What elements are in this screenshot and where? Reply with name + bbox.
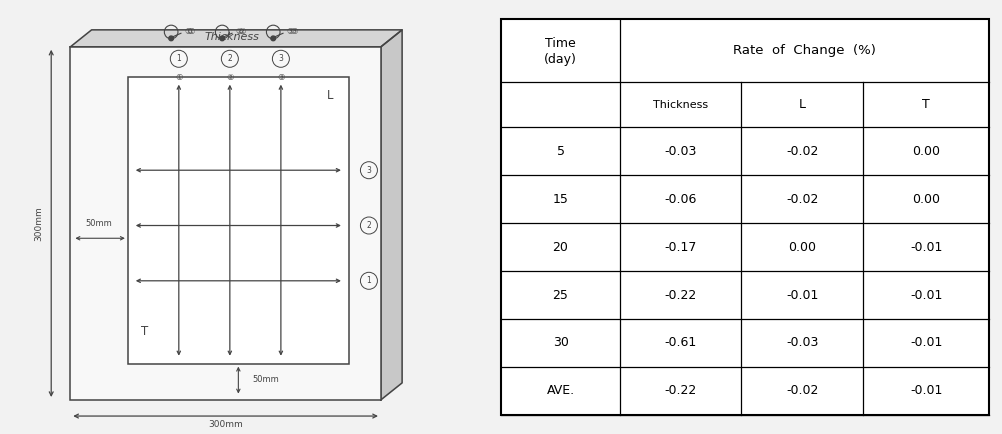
- Text: 5: 5: [556, 145, 564, 158]
- Text: L: L: [327, 89, 333, 102]
- Text: ①: ①: [184, 27, 192, 36]
- Text: 300mm: 300mm: [208, 420, 242, 429]
- Text: 50mm: 50mm: [86, 219, 112, 228]
- Text: ③: ③: [287, 27, 294, 36]
- Text: ③: ③: [278, 73, 285, 82]
- Text: 20: 20: [553, 240, 568, 253]
- Text: 2: 2: [227, 54, 232, 63]
- Text: 300mm: 300mm: [34, 206, 43, 241]
- Text: ③: ③: [290, 27, 298, 36]
- Text: -0.03: -0.03: [786, 336, 819, 349]
- Text: -0.01: -0.01: [786, 289, 819, 302]
- Text: ②: ②: [238, 27, 246, 36]
- Text: 0.00: 0.00: [912, 145, 940, 158]
- Text: L: L: [799, 99, 806, 111]
- Text: ②: ②: [226, 73, 233, 82]
- Text: -0.03: -0.03: [664, 145, 697, 158]
- Text: -0.06: -0.06: [664, 193, 697, 206]
- Text: -0.02: -0.02: [786, 385, 819, 398]
- Text: ②: ②: [235, 27, 242, 36]
- Text: Thickness: Thickness: [653, 100, 708, 110]
- Text: T: T: [922, 99, 930, 111]
- Text: 2: 2: [367, 221, 372, 230]
- Text: 50mm: 50mm: [253, 375, 280, 384]
- Bar: [128, 77, 349, 364]
- Text: ①: ①: [187, 27, 195, 36]
- Text: 1: 1: [176, 54, 181, 63]
- Bar: [70, 47, 381, 400]
- Text: -0.02: -0.02: [786, 145, 819, 158]
- Text: 25: 25: [553, 289, 568, 302]
- Circle shape: [271, 36, 276, 41]
- Text: -0.01: -0.01: [910, 289, 942, 302]
- Text: Time: Time: [545, 37, 576, 50]
- Text: -0.02: -0.02: [786, 193, 819, 206]
- Text: -0.61: -0.61: [664, 336, 696, 349]
- Text: -0.22: -0.22: [664, 385, 696, 398]
- Text: -0.01: -0.01: [910, 336, 942, 349]
- Text: 0.00: 0.00: [912, 193, 940, 206]
- Text: Rate  of  Change  (%): Rate of Change (%): [733, 44, 876, 57]
- Text: 3: 3: [367, 166, 372, 175]
- Text: -0.01: -0.01: [910, 385, 942, 398]
- Text: 3: 3: [279, 54, 284, 63]
- Text: 1: 1: [367, 276, 372, 285]
- Text: -0.01: -0.01: [910, 240, 942, 253]
- Text: Thickness: Thickness: [204, 32, 260, 42]
- Text: (day): (day): [544, 53, 577, 66]
- Circle shape: [168, 36, 173, 41]
- Text: -0.22: -0.22: [664, 289, 696, 302]
- Text: ①: ①: [175, 73, 182, 82]
- Polygon shape: [70, 30, 402, 47]
- Circle shape: [219, 36, 224, 41]
- Polygon shape: [381, 30, 402, 400]
- Text: -0.17: -0.17: [664, 240, 697, 253]
- Text: AVE.: AVE.: [546, 385, 574, 398]
- Text: T: T: [141, 326, 148, 339]
- Text: 15: 15: [553, 193, 568, 206]
- Text: 0.00: 0.00: [789, 240, 817, 253]
- Text: 30: 30: [553, 336, 568, 349]
